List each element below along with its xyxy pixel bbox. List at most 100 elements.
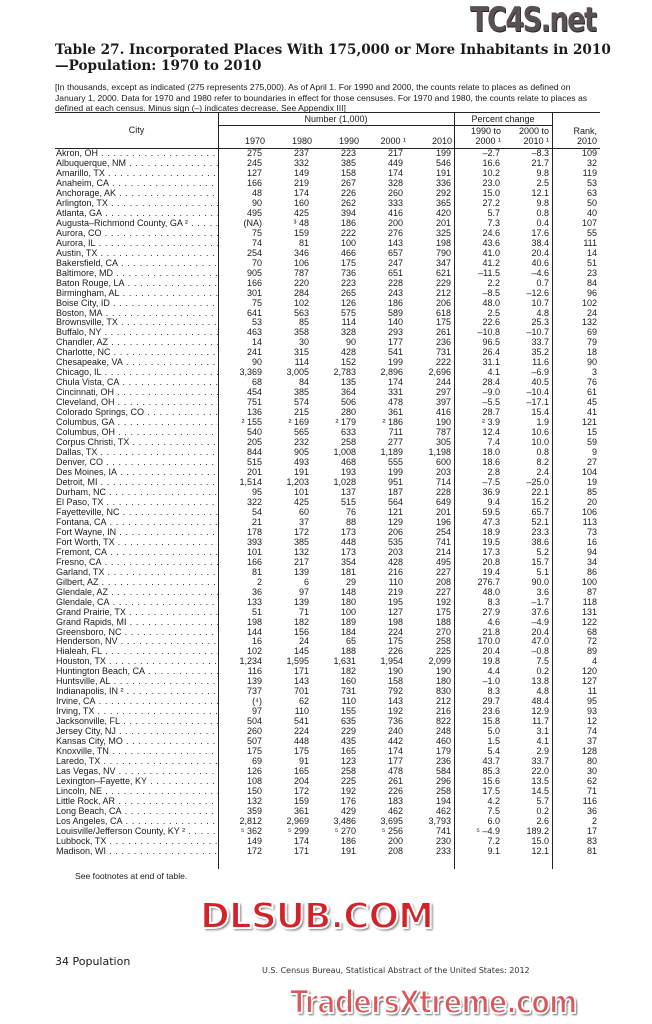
cell-pct-1990-2000: 23.6 bbox=[482, 707, 500, 717]
table-row: Lubbock, TX 149 174 186 200 230 7.2 15.0 83 bbox=[55, 837, 600, 847]
cell-2010: 2,099 bbox=[428, 657, 451, 667]
cell-2010: 822 bbox=[435, 717, 451, 727]
cell-city: Jacksonville, FL bbox=[55, 717, 218, 727]
cell-2000: 195 bbox=[387, 597, 403, 607]
cell-pct-1990-2000: 23.0 bbox=[482, 178, 500, 188]
cell-city: Chesapeake, VA bbox=[55, 358, 218, 368]
cell-1980: 156 bbox=[293, 627, 309, 637]
cell-pct-2000-2010: 8.2 bbox=[536, 458, 549, 468]
cell-city: Los Angeles, CA bbox=[55, 817, 218, 827]
cell-rank-2010: 11 bbox=[587, 687, 597, 697]
cell-city: Fort Worth, TX bbox=[55, 538, 218, 548]
cell-2000: 192 bbox=[387, 707, 403, 717]
table-row: Fremont, CA 101 132 173 203 214 17.3 5.2 94 bbox=[55, 548, 600, 558]
cell-pct-1990-2000: ⁵ –4.9 bbox=[476, 826, 500, 836]
cell-1980: 425 bbox=[293, 208, 309, 218]
cell-1990: 155 bbox=[340, 707, 356, 717]
cell-city: Huntington Beach, CA bbox=[55, 667, 218, 677]
cell-1990: 328 bbox=[340, 328, 356, 338]
cell-rank-2010: 128 bbox=[581, 747, 597, 757]
cell-2000: 1,189 bbox=[380, 448, 403, 458]
cell-2000: 228 bbox=[387, 278, 403, 288]
cell-1980: 220 bbox=[293, 278, 309, 288]
cell-pct-2000-2010: –10.4 bbox=[526, 388, 549, 398]
cell-1970: 905 bbox=[246, 268, 262, 278]
cell-pct-2000-2010: 35.2 bbox=[531, 348, 549, 358]
cell-1970: 75 bbox=[251, 228, 262, 238]
cell-pct-1990-2000: 1.5 bbox=[487, 737, 500, 747]
cell-1980: 91 bbox=[298, 757, 309, 767]
cell-1990: 262 bbox=[340, 198, 356, 208]
cell-2000: 462 bbox=[387, 806, 403, 816]
cell-1990: 126 bbox=[340, 298, 356, 308]
cell-pct-1990-2000: 19.4 bbox=[482, 567, 500, 577]
cell-1980: 361 bbox=[293, 806, 309, 816]
cell-2010: 216 bbox=[435, 707, 451, 717]
cell-2000: 261 bbox=[387, 777, 403, 787]
cell-2010: 254 bbox=[435, 527, 451, 537]
cell-pct-2000-2010: 5.2 bbox=[536, 547, 549, 557]
cell-pct-2000-2010: 4.1 bbox=[536, 737, 549, 747]
cell-2010: 248 bbox=[435, 727, 451, 737]
cell-rank-2010: 69 bbox=[586, 328, 597, 338]
cell-rank-2010: 55 bbox=[586, 228, 597, 238]
cell-1980: 701 bbox=[293, 687, 309, 697]
cell-city: Greensboro, NC bbox=[55, 628, 218, 638]
cell-1980: 81 bbox=[298, 238, 309, 248]
cell-2000: 736 bbox=[387, 717, 403, 727]
cell-rank-2010: 93 bbox=[586, 707, 597, 717]
cell-1980: 102 bbox=[293, 298, 309, 308]
cell-2000: 129 bbox=[387, 517, 403, 527]
column-divider bbox=[552, 113, 553, 869]
cell-2010: 731 bbox=[435, 348, 451, 358]
cell-2000: 589 bbox=[387, 308, 403, 318]
cell-2000: 226 bbox=[387, 787, 403, 796]
cell-pct-1990-2000: 4.1 bbox=[487, 368, 500, 378]
cell-pct-1990-2000: 2.2 bbox=[487, 278, 500, 288]
cell-2000: 792 bbox=[387, 687, 403, 697]
cell-pct-1990-2000: 20.4 bbox=[482, 647, 500, 657]
cell-rank-2010: 122 bbox=[581, 617, 597, 627]
cell-rank-2010: 94 bbox=[586, 547, 597, 557]
cell-pct-2000-2010: 21.7 bbox=[531, 158, 549, 168]
cell-pct-1990-2000: 15.8 bbox=[482, 717, 500, 727]
cell-2000: 333 bbox=[387, 198, 403, 208]
cell-2000: 3,695 bbox=[380, 816, 403, 826]
cell-pct-2000-2010: 10.0 bbox=[531, 438, 549, 448]
cell-rank-2010: 80 bbox=[586, 757, 597, 767]
cell-1990: 158 bbox=[340, 168, 356, 178]
cell-2010: 206 bbox=[435, 298, 451, 308]
cell-1970: 245 bbox=[246, 158, 262, 168]
cell-1990: 635 bbox=[340, 717, 356, 727]
table-row: Glendale, AZ 36 97 148 219 227 48.0 3.6 87 bbox=[55, 588, 600, 598]
cell-rank-2010: 59 bbox=[586, 438, 597, 448]
cell-1990: 428 bbox=[340, 348, 356, 358]
cell-1990: 267 bbox=[340, 178, 356, 188]
cell-1970: 254 bbox=[246, 248, 262, 258]
cell-pct-2000-2010: 13.5 bbox=[531, 777, 549, 787]
cell-1990: 192 bbox=[340, 787, 356, 796]
cell-1970: (NA) bbox=[243, 218, 263, 228]
cell-pct-2000-2010: 48.4 bbox=[531, 697, 549, 707]
cell-city: Buffalo, NY bbox=[55, 328, 218, 338]
cell-city: Long Beach, CA bbox=[55, 807, 218, 817]
cell-city: Boston, MA bbox=[55, 309, 218, 319]
cell-city: Columbus, GA bbox=[55, 418, 218, 428]
table-row: Arlington, TX 90 160 262 333 365 27.2 9.8 50 bbox=[55, 199, 600, 209]
cell-1990: 135 bbox=[340, 378, 356, 388]
cell-2010: 305 bbox=[435, 438, 451, 448]
cell-2010: 190 bbox=[435, 418, 451, 428]
table-row: Knoxville, TN 175 175 165 174 179 5.4 2.9 128 bbox=[55, 747, 600, 757]
cell-2000: 541 bbox=[387, 348, 403, 358]
cell-pct-1990-2000: 27.2 bbox=[482, 198, 500, 208]
cell-rank-2010: 83 bbox=[586, 836, 597, 846]
cell-pct-1990-2000: 18.0 bbox=[482, 448, 500, 458]
cell-pct-2000-2010: 0.2 bbox=[536, 806, 549, 816]
watermark-logo: TradersXtreme.com bbox=[289, 982, 578, 1022]
cell-city: Garland, TX bbox=[55, 568, 218, 578]
cell-rank-2010: 9 bbox=[591, 448, 597, 458]
cell-rank-2010: 106 bbox=[581, 507, 597, 517]
cell-1980: 204 bbox=[293, 777, 309, 787]
cell-pct-2000-2010: 40.6 bbox=[531, 258, 549, 268]
table-header: City Number (1,000) Percent change 1970 … bbox=[55, 113, 600, 149]
